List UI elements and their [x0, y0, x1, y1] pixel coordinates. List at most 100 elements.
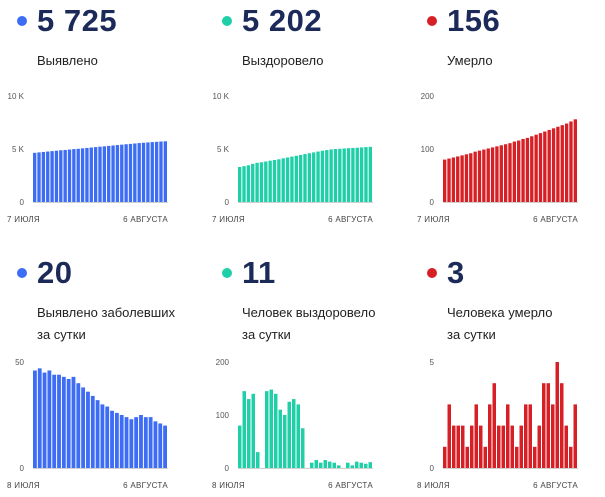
label-line: за сутки [37, 327, 86, 342]
bar [120, 144, 124, 202]
bar [159, 141, 163, 202]
x-end-label: 6 АВГУСТА [533, 215, 578, 224]
bar [497, 425, 501, 468]
bar [301, 428, 305, 468]
bullet-dot-icon [17, 16, 27, 26]
bar [499, 145, 503, 202]
bar [569, 121, 573, 202]
bar [359, 147, 364, 202]
bar [573, 119, 577, 202]
label-line: Выздоровело [242, 53, 324, 68]
bar [59, 150, 63, 202]
bar [269, 389, 273, 468]
bar [292, 399, 296, 468]
bar [137, 143, 141, 202]
bar [251, 163, 255, 202]
bar [314, 460, 318, 468]
bar [158, 423, 163, 468]
bar [111, 145, 115, 202]
label-line: Выявлено [37, 53, 98, 68]
bar [488, 404, 492, 468]
panel-deaths: 156 Умерло 200 100 0 7 ИЮЛЯ 6 АВГУСТА [410, 0, 605, 245]
bar [528, 404, 532, 468]
bar [486, 148, 490, 202]
bar [86, 391, 90, 468]
y-tick-label: 5 K [12, 145, 25, 154]
bar [124, 417, 129, 468]
x-end-label: 6 АВГУСТА [328, 215, 373, 224]
stat-value: 20 [37, 255, 73, 290]
bar [128, 143, 133, 202]
stat-label: Выявлено заболевших за сутки [37, 302, 202, 346]
bar [473, 151, 477, 202]
panel-daily-confirmed: 20 Выявлено заболевших за сутки 50 0 8 ИЮЛ… [0, 252, 195, 497]
y-tick-label: 0 [430, 198, 435, 207]
bar [139, 415, 143, 468]
bar [256, 452, 260, 468]
bar [52, 374, 57, 468]
bullet-dot-icon [17, 268, 27, 278]
bullet-dot-icon [427, 268, 437, 278]
y-tick-label: 50 [15, 358, 24, 367]
bar [61, 376, 66, 468]
y-tick-label: 100 [421, 145, 435, 154]
label-line: за сутки [242, 327, 291, 342]
bar [530, 136, 534, 202]
bar [287, 401, 291, 468]
bar [517, 140, 521, 202]
bar [495, 146, 499, 202]
bullet-dot-icon [427, 16, 437, 26]
bar [337, 465, 341, 468]
bar [510, 425, 514, 468]
label-line: Умерло [447, 53, 493, 68]
stat-row: 3 [410, 252, 600, 292]
bar [42, 372, 47, 468]
bar [67, 149, 72, 202]
bar [328, 461, 332, 468]
bar [464, 154, 469, 202]
bar [512, 141, 517, 202]
label-line: Человек выздоровело [242, 305, 376, 320]
bar [153, 421, 158, 468]
x-start-label: 7 ИЮЛЯ [7, 215, 40, 224]
bar [247, 399, 251, 468]
bar [319, 462, 323, 468]
y-tick-label: 5 K [217, 145, 230, 154]
bar [303, 154, 307, 202]
bar [543, 131, 547, 202]
bar [274, 393, 278, 468]
y-tick-label: 200 [421, 92, 435, 101]
bar [146, 142, 150, 202]
bar [346, 462, 350, 468]
bar [285, 157, 290, 202]
bar [443, 446, 447, 468]
bar [264, 161, 268, 202]
bar [246, 165, 251, 202]
bar [281, 158, 285, 202]
bar [37, 368, 42, 468]
bar [447, 158, 451, 202]
bar [470, 425, 474, 468]
daily-deaths-chart: 5 0 8 ИЮЛЯ 6 АВГУСТА [417, 358, 578, 490]
bar [521, 138, 525, 202]
bar [465, 446, 469, 468]
bar [85, 147, 89, 202]
bar [323, 460, 327, 468]
bar [355, 147, 359, 202]
bar [148, 417, 153, 468]
bullet-dot-icon [222, 16, 232, 26]
bar [346, 148, 351, 202]
bar [490, 147, 495, 202]
bar [482, 149, 486, 202]
bar [57, 374, 61, 468]
bar [154, 141, 159, 202]
stat-label: Выявлено [37, 50, 202, 72]
bar [447, 404, 451, 468]
bar [461, 425, 465, 468]
bar [350, 465, 354, 468]
bar [547, 129, 551, 202]
bar [477, 150, 482, 202]
label-line: за сутки [447, 327, 496, 342]
bar [63, 149, 67, 202]
y-tick-label: 100 [216, 411, 230, 420]
